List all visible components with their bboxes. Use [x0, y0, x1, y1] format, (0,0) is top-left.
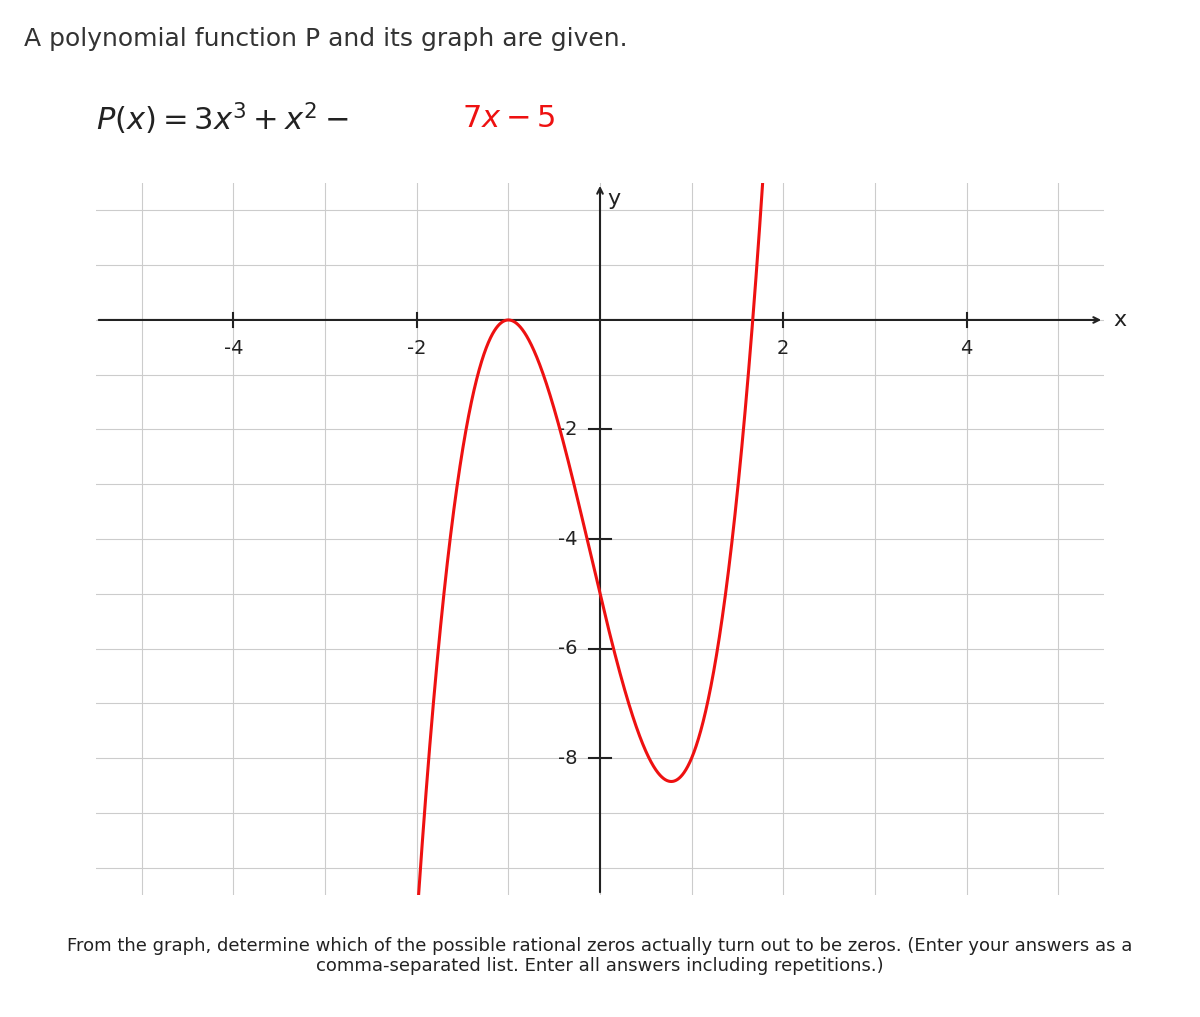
- Text: -4: -4: [558, 530, 577, 548]
- Text: $P(x) = 3x^3 + x^2 -\ $: $P(x) = 3x^3 + x^2 -\ $: [96, 101, 348, 137]
- Text: -4: -4: [223, 339, 244, 358]
- Text: 4: 4: [960, 339, 973, 358]
- Text: A polynomial function P and its graph are given.: A polynomial function P and its graph ar…: [24, 27, 628, 52]
- Text: 2: 2: [778, 339, 790, 358]
- Text: y: y: [607, 188, 620, 208]
- Text: x: x: [1114, 310, 1127, 330]
- Text: -8: -8: [558, 749, 577, 768]
- Text: -6: -6: [558, 639, 577, 658]
- Text: From the graph, determine which of the possible rational zeros actually turn out: From the graph, determine which of the p…: [67, 937, 1133, 975]
- Text: -2: -2: [558, 420, 577, 439]
- Text: $7x - 5$: $7x - 5$: [462, 105, 556, 133]
- Text: -2: -2: [407, 339, 426, 358]
